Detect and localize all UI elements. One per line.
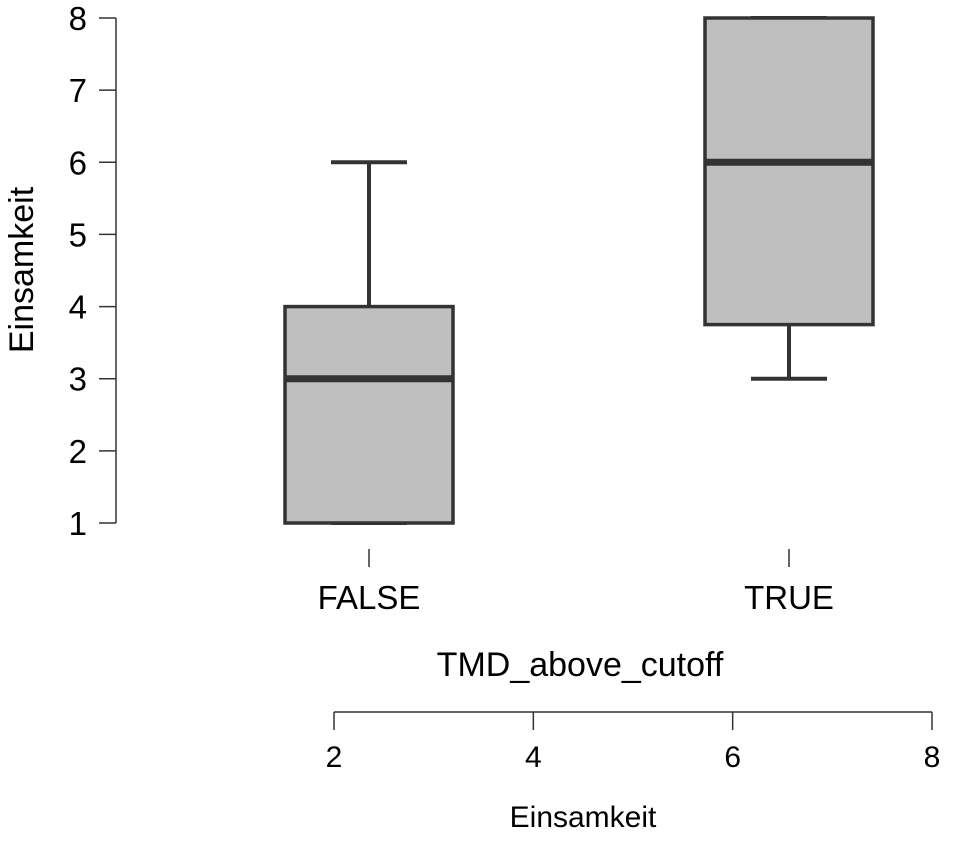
y-tick-label: 7 xyxy=(69,72,87,109)
y-tick-label: 5 xyxy=(69,216,87,253)
x-tick-label-false: FALSE xyxy=(318,579,421,616)
y-tick-label: 2 xyxy=(69,433,87,470)
y-tick-label: 1 xyxy=(69,505,87,542)
y-axis-title: Einsamkeit xyxy=(3,186,41,353)
y-axis: 1 2 3 4 5 6 7 8 xyxy=(69,0,117,542)
secondary-tick-label: 2 xyxy=(326,741,343,774)
y-tick-label: 8 xyxy=(69,0,87,37)
x-axis-title: TMD_above_cutoff xyxy=(437,646,724,684)
box-body xyxy=(703,16,875,327)
box-body xyxy=(283,304,455,525)
box-true xyxy=(703,16,875,381)
secondary-x-axis-title: Einsamkeit xyxy=(510,801,657,834)
y-tick-label: 6 xyxy=(69,144,87,181)
secondary-tick-label: 6 xyxy=(724,741,741,774)
x-tick-label-true: TRUE xyxy=(744,579,834,616)
boxes-layer xyxy=(283,16,875,525)
secondary-tick-label: 4 xyxy=(525,741,542,774)
box-false xyxy=(283,160,455,525)
secondary-x-axis: 2 4 6 8 xyxy=(326,711,941,774)
y-tick-label: 4 xyxy=(69,289,87,326)
x-axis: FALSE TRUE xyxy=(318,549,834,616)
secondary-tick-label: 8 xyxy=(924,741,941,774)
y-tick-label: 3 xyxy=(69,361,87,398)
